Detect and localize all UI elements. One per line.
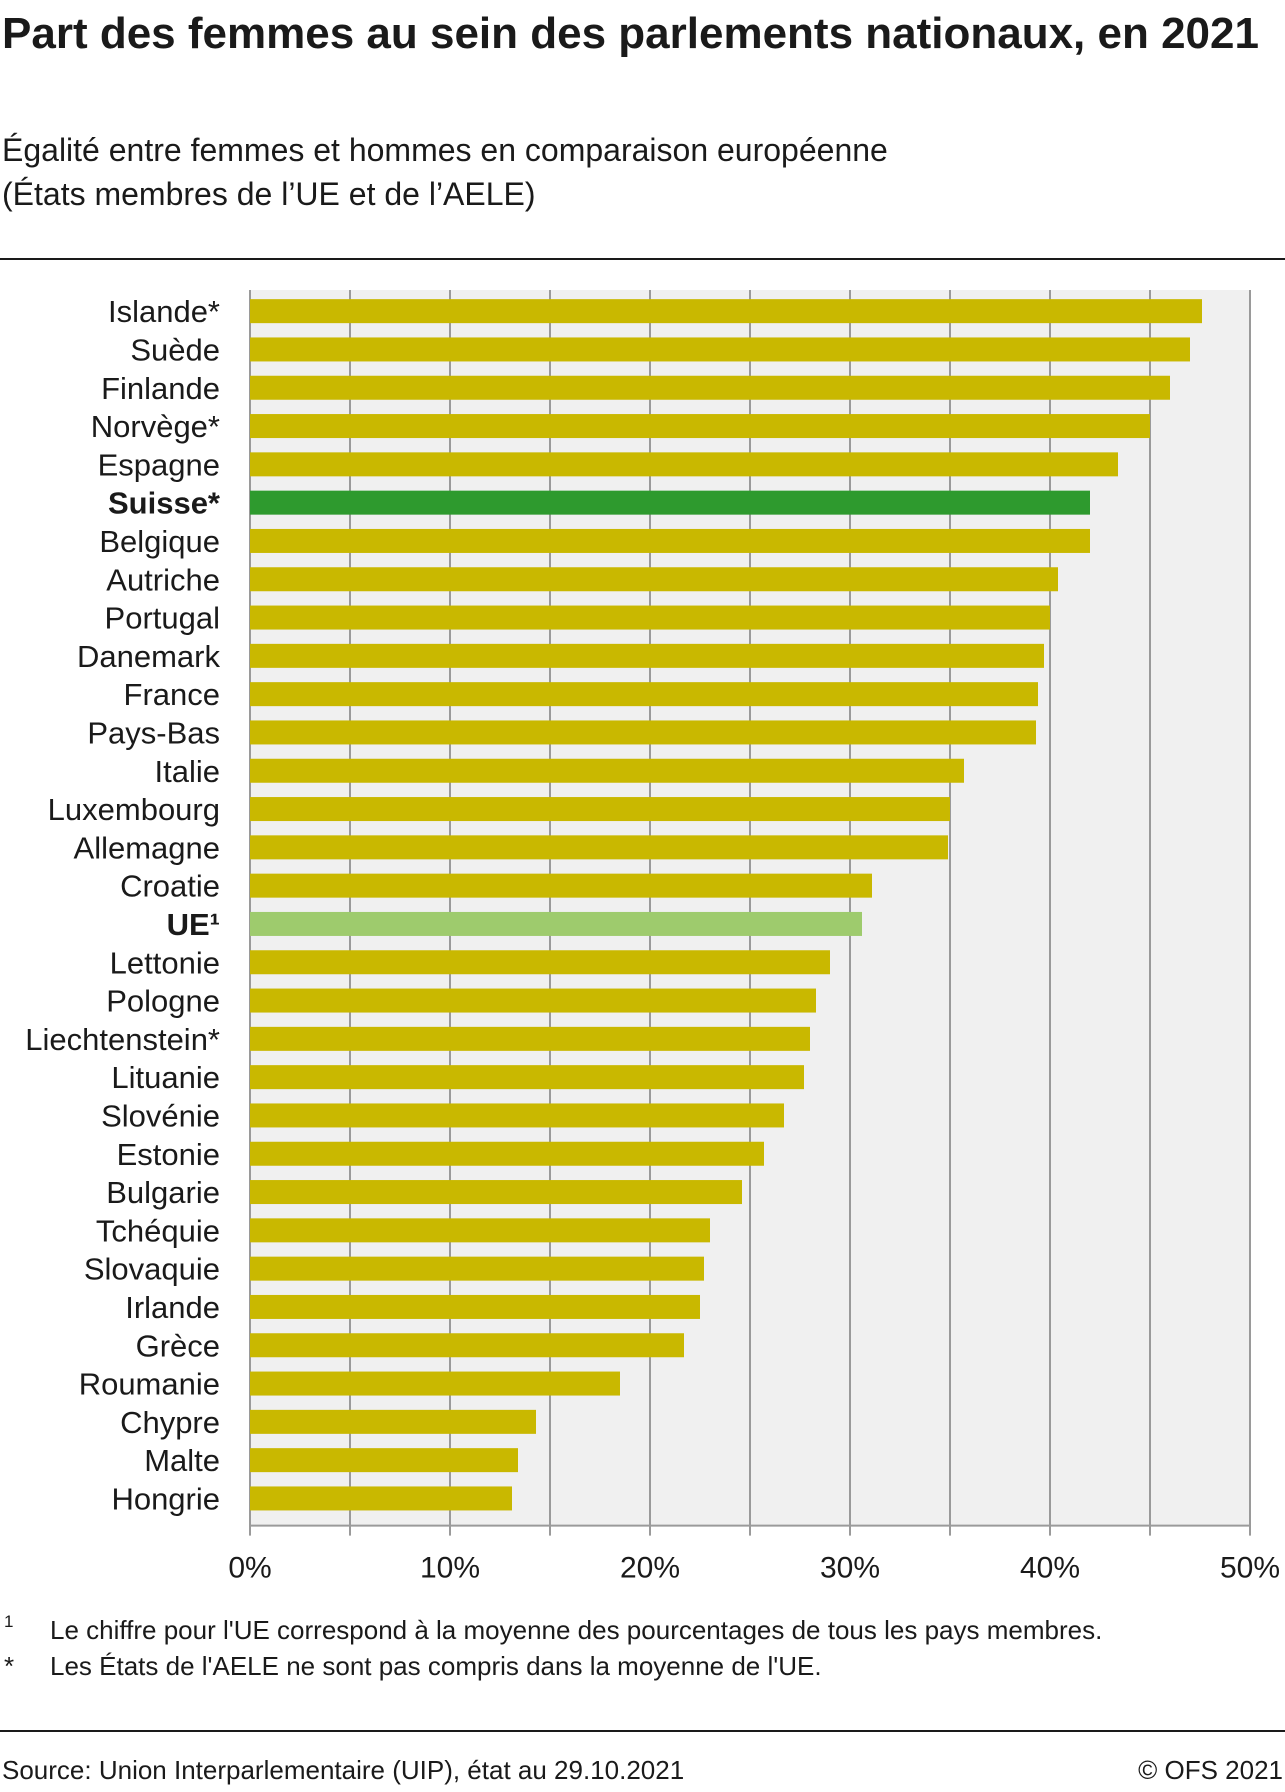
x-tick-label-6: 50% <box>1220 1552 1280 1585</box>
category-label-27: Irlande <box>125 1290 220 1325</box>
x-tick-label-2: 10% <box>420 1552 480 1585</box>
category-label-29: Roumanie <box>79 1367 220 1402</box>
footnotes: 1 Le chiffre pour l'UE correspond à la m… <box>0 1612 1280 1684</box>
bar-17 <box>250 911 862 936</box>
bar-9 <box>250 605 1050 630</box>
x-tick-label-1: 0% <box>228 1552 271 1585</box>
header-divider <box>0 258 1285 260</box>
category-label-19: Pologne <box>106 984 220 1019</box>
subtitle-line-1: Égalité entre femmes et hommes en compar… <box>2 132 888 168</box>
bar-16 <box>250 873 872 898</box>
category-label-11: France <box>124 677 220 712</box>
category-label-10: Danemark <box>77 639 220 674</box>
copyright-note: © OFS 2021 <box>1138 1755 1283 1785</box>
bar-1 <box>250 299 1202 324</box>
bar-28 <box>250 1333 684 1358</box>
bar-5 <box>250 452 1118 477</box>
x-tick-label-3: 20% <box>620 1552 680 1585</box>
footer-divider <box>0 1730 1285 1732</box>
category-label-21: Lituanie <box>111 1060 220 1095</box>
bar-26 <box>250 1256 704 1281</box>
category-label-8: Autriche <box>106 562 220 597</box>
category-label-15: Allemagne <box>74 830 220 865</box>
bar-27 <box>250 1294 700 1319</box>
bar-32 <box>250 1486 512 1511</box>
bar-12 <box>250 720 1036 745</box>
bar-18 <box>250 950 830 975</box>
category-label-24: Bulgarie <box>106 1175 220 1210</box>
bar-10 <box>250 643 1044 668</box>
category-label-3: Finlande <box>101 371 220 406</box>
footnote-1-mark: 1 <box>4 1612 14 1631</box>
footnote-2-text: Les États de l'AELE ne sont pas compris … <box>50 1651 822 1681</box>
bar-31 <box>250 1448 518 1473</box>
category-label-6: Suisse* <box>108 486 221 521</box>
bar-24 <box>250 1180 742 1205</box>
category-label-2: Suède <box>130 332 220 367</box>
bar-8 <box>250 567 1058 592</box>
footnote-2: * Les États de l'AELE ne sont pas compri… <box>0 1648 1280 1684</box>
bar-21 <box>250 1065 804 1090</box>
category-label-31: Malte <box>144 1443 220 1478</box>
category-label-20: Liechtenstein* <box>25 1022 220 1057</box>
category-label-12: Pays-Bas <box>87 715 220 750</box>
bar-4 <box>250 414 1150 439</box>
category-label-26: Slovaquie <box>84 1252 220 1287</box>
source-note: Source: Union Interparlementaire (UIP), … <box>2 1755 685 1785</box>
bar-2 <box>250 337 1190 362</box>
bar-3 <box>250 375 1170 400</box>
chart-title: Part des femmes au sein des parlements n… <box>2 9 1259 58</box>
category-label-14: Luxembourg <box>48 792 220 827</box>
footnote-1: 1 Le chiffre pour l'UE correspond à la m… <box>0 1612 1280 1648</box>
category-label-17: UE¹ <box>167 907 220 942</box>
category-label-30: Chypre <box>120 1405 220 1440</box>
category-label-1: Islande* <box>108 294 220 329</box>
category-label-23: Estonie <box>117 1137 220 1172</box>
category-label-13: Italie <box>155 754 220 789</box>
category-label-5: Espagne <box>98 447 220 482</box>
category-label-16: Croatie <box>120 869 220 904</box>
category-label-18: Lettonie <box>110 945 220 980</box>
bar-29 <box>250 1371 620 1396</box>
bar-25 <box>250 1218 710 1243</box>
bar-23 <box>250 1141 764 1166</box>
bar-15 <box>250 835 948 860</box>
category-label-25: Tchéquie <box>96 1213 220 1248</box>
bar-19 <box>250 988 816 1013</box>
subtitle-line-2: (États membres de l’UE et de l’AELE) <box>2 176 536 212</box>
bar-14 <box>250 797 950 822</box>
category-label-32: Hongrie <box>111 1481 220 1516</box>
bar-22 <box>250 1103 784 1128</box>
footnote-2-mark: * <box>4 1651 15 1681</box>
category-label-28: Grèce <box>136 1328 220 1363</box>
category-label-22: Slovénie <box>101 1098 220 1133</box>
bar-30 <box>250 1409 536 1434</box>
bar-20 <box>250 1026 810 1051</box>
bar-6 <box>250 490 1090 515</box>
category-label-4: Norvège* <box>91 409 220 444</box>
x-tick-label-5: 40% <box>1020 1552 1080 1585</box>
category-label-9: Portugal <box>105 601 220 636</box>
bar-11 <box>250 682 1038 707</box>
footnote-1-text: Le chiffre pour l'UE correspond à la moy… <box>50 1615 1103 1645</box>
bar-7 <box>250 528 1090 553</box>
category-label-7: Belgique <box>99 524 220 559</box>
x-tick-label-4: 30% <box>820 1552 880 1585</box>
chart-subtitle: Égalité entre femmes et hommes en compar… <box>2 128 1272 216</box>
bar-13 <box>250 758 964 783</box>
